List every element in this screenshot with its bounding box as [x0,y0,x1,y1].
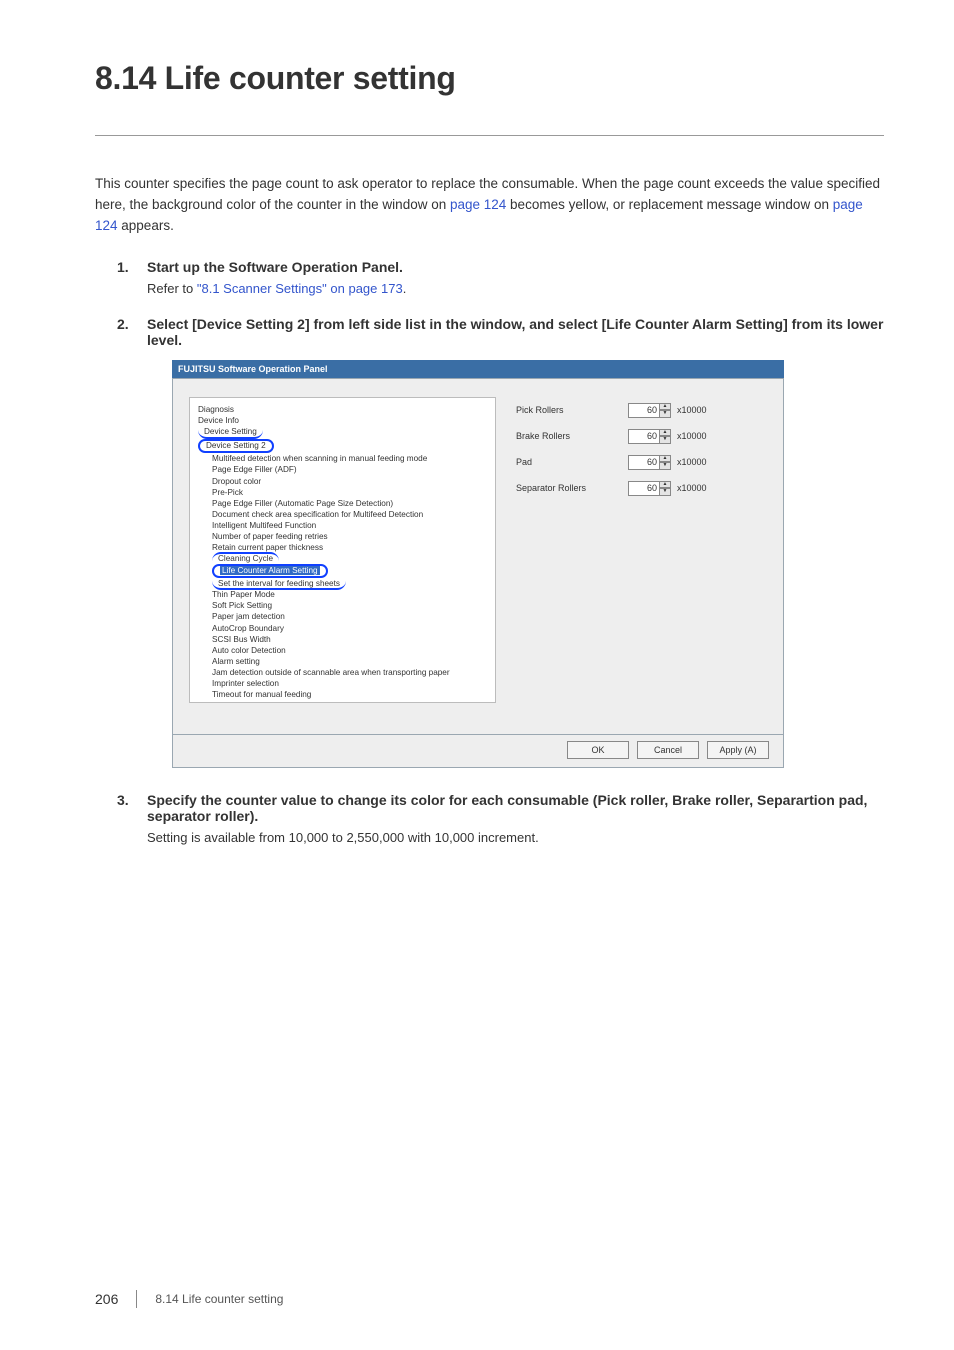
section-heading: 8.14 Life counter setting [95,60,884,97]
tree-item[interactable]: Page Edge Filler (Automatic Page Size De… [212,498,487,509]
tree-item[interactable]: Page Edge Filler (ADF) [212,464,487,475]
tree-item-device-info[interactable]: Device Info [198,415,487,426]
cancel-button[interactable]: Cancel [637,741,699,759]
footer-section-title: 8.14 Life counter setting [155,1292,283,1306]
spin-down-icon[interactable]: ▼ [659,410,671,418]
page-container: 8.14 Life counter setting This counter s… [0,0,954,1350]
step-2-title: Select [Device Setting 2] from left side… [147,316,884,348]
step-1: 1. Start up the Software Operation Panel… [117,259,884,296]
intro-text-2: becomes yellow, or replacement message w… [506,197,832,212]
spinner[interactable]: ▲▼ [659,429,671,444]
step-1-title: Start up the Software Operation Panel. [147,259,884,275]
unit-label: x10000 [677,483,707,493]
tree-item[interactable]: Auto color Detection [212,645,487,656]
step-1-number: 1. [117,259,147,275]
tree-item[interactable]: Dropout color [212,476,487,487]
tree-item[interactable]: Soft Pick Setting [212,600,487,611]
tree-item[interactable]: Thin Paper Mode [212,589,487,600]
tree-item-device-setting[interactable]: Device Setting [198,426,487,439]
step-2-number: 2. [117,316,147,332]
tree-item[interactable]: Imprinter selection [212,678,487,689]
tree-item[interactable]: Document check area specification for Mu… [212,509,487,520]
tree-item[interactable]: AutoCrop Boundary [212,623,487,634]
spin-up-icon[interactable]: ▲ [659,481,671,489]
step-1-body-prefix: Refer to [147,281,197,296]
pad-input[interactable]: 60 [628,455,660,470]
tree-item[interactable]: Jam detection outside of scannable area … [212,667,487,678]
field-separator-rollers: Separator Rollers 60 ▲▼ x10000 [516,481,767,496]
separator-rollers-input[interactable]: 60 [628,481,660,496]
tree-item[interactable]: Alarm setting [212,656,487,667]
tree-item[interactable]: Set the interval for feeding sheets [212,578,487,589]
spin-down-icon[interactable]: ▼ [659,462,671,470]
page-link-1[interactable]: page 124 [450,197,506,212]
highlight-life-counter: Life Counter Alarm Setting [212,564,328,578]
highlight-device-setting-2: Device Setting 2 [198,439,274,453]
tree-item[interactable]: SCSI Bus Width [212,634,487,645]
unit-label: x10000 [677,457,707,467]
tree-item[interactable]: Number of paper feeding retries [212,531,487,542]
spinner[interactable]: ▲▼ [659,403,671,418]
heading-rule [95,135,884,136]
step-2: 2. Select [Device Setting 2] from left s… [117,316,884,768]
tree-item[interactable]: Cleaning Cycle [212,553,487,564]
tree-item[interactable]: Intelligent Multifeed Function [212,520,487,531]
spinner[interactable]: ▲▼ [659,481,671,496]
field-label: Brake Rollers [516,431,628,441]
tree-item[interactable]: Paper jam detection [212,611,487,622]
dialog-body: Diagnosis Device Info Device Setting Dev… [172,378,784,735]
step-3-body: Setting is available from 10,000 to 2,55… [147,830,884,845]
ok-button[interactable]: OK [567,741,629,759]
unit-label: x10000 [677,431,707,441]
intro-text-3: appears. [118,218,174,233]
spin-up-icon[interactable]: ▲ [659,429,671,437]
tree-item-life-counter[interactable]: Life Counter Alarm Setting [212,564,487,578]
tree-item-device-setting-2[interactable]: Device Setting 2 [198,439,487,453]
tree-item-diagnosis[interactable]: Diagnosis [198,404,487,415]
apply-button[interactable]: Apply (A) [707,741,769,759]
field-label: Separator Rollers [516,483,628,493]
right-panel: Pick Rollers 60 ▲▼ x10000 Brake Rollers … [516,397,767,724]
step-1-body: Refer to "8.1 Scanner Settings" on page … [147,281,884,296]
unit-label: x10000 [677,405,707,415]
footer-page-number: 206 [95,1291,118,1307]
brake-rollers-input[interactable]: 60 [628,429,660,444]
pick-rollers-input[interactable]: 60 [628,403,660,418]
field-pad: Pad 60 ▲▼ x10000 [516,455,767,470]
field-label: Pick Rollers [516,405,628,415]
field-pick-rollers: Pick Rollers 60 ▲▼ x10000 [516,403,767,418]
dialog-button-bar: OK Cancel Apply (A) [172,735,784,768]
step-3-number: 3. [117,792,147,808]
tree-item[interactable]: Scan Setting for Document with Tab (Auto… [212,700,487,703]
intro-paragraph: This counter specifies the page count to… [95,174,884,237]
spinner[interactable]: ▲▼ [659,455,671,470]
field-brake-rollers: Brake Rollers 60 ▲▼ x10000 [516,429,767,444]
spin-down-icon[interactable]: ▼ [659,436,671,444]
step-3-title: Specify the counter value to change its … [147,792,884,824]
spin-down-icon[interactable]: ▼ [659,488,671,496]
dialog-title: FUJITSU Software Operation Panel [178,364,328,374]
dialog-window: FUJITSU Software Operation Panel Diagnos… [172,360,784,768]
field-label: Pad [516,457,628,467]
step-1-body-link[interactable]: "8.1 Scanner Settings" on page 173 [197,281,403,296]
tree-panel: Diagnosis Device Info Device Setting Dev… [189,397,496,703]
spin-up-icon[interactable]: ▲ [659,455,671,463]
step-1-body-suffix: . [403,281,407,296]
tree-item[interactable]: Timeout for manual feeding [212,689,487,700]
tree-item[interactable]: Pre-Pick [212,487,487,498]
spin-up-icon[interactable]: ▲ [659,403,671,411]
tree-item[interactable]: Multifeed detection when scanning in man… [212,453,487,464]
dialog-titlebar: FUJITSU Software Operation Panel [172,360,784,378]
footer-separator [136,1290,137,1308]
page-footer: 206 8.14 Life counter setting [95,1290,283,1308]
step-3: 3. Specify the counter value to change i… [117,792,884,845]
